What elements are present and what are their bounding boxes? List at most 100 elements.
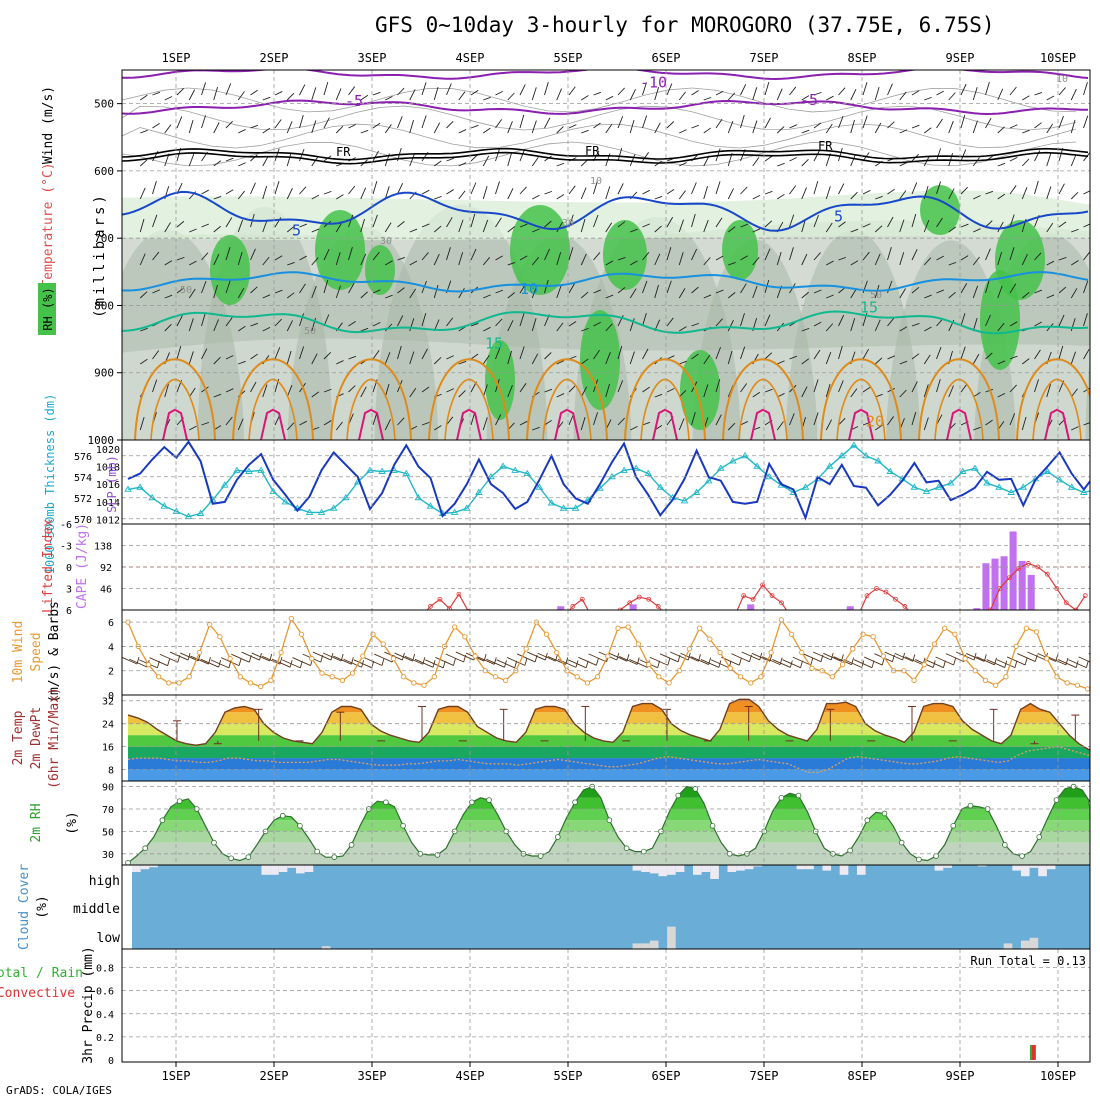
label-freezing: FR [585,144,600,158]
temp-axis-title-b: 2m DewPt [29,707,44,770]
cape-tick-label: 92 [100,563,112,574]
wind10-barb [282,660,300,668]
wind10-point [299,632,303,636]
cloud-clip [122,865,1090,949]
cloud-high-bar [667,865,676,875]
rh-point [624,846,629,851]
label-10: 10 [520,280,538,298]
rh-point [934,854,939,859]
temp-tick-label: 32 [102,697,114,708]
cloud-high-bar [840,865,849,875]
temp-axis-title-c: (6hr Min/Max) [47,687,62,789]
thickness-tick-label: 576 [74,452,92,463]
x-tick-label-bottom: 6SEP [652,1069,681,1083]
wind10-point [197,650,201,654]
wind10-point [789,632,793,636]
wind10-point [218,635,222,639]
cape-bar [1010,531,1017,610]
cloud-high-bar [822,865,831,871]
li-axis-title: Lifted Index [41,519,56,613]
wind10-barb-tick [168,659,170,666]
rh-tick-label: 50 [102,827,114,838]
rh-green-blob [980,270,1020,370]
x-tick-label-top: 4SEP [456,51,485,65]
temp-band [122,701,1090,712]
wind-axis-title: Wind (m/s) [41,86,56,164]
cloud-high-bar [857,865,866,875]
wind10-point [381,642,385,646]
wind10-point [840,662,844,666]
wind10-point [657,675,661,679]
wind10-barb [783,660,801,668]
wind10-barb [425,660,443,668]
wind10-point [912,678,916,682]
wind-barb [1096,226,1100,232]
cape-tick-label: 138 [94,542,112,553]
wind10-barb [1068,660,1086,668]
rh-point [435,853,440,858]
rh-point [555,835,560,840]
label-5: 5 [292,221,301,239]
cloud-high-bar [270,865,279,875]
wind10-point [942,626,946,630]
wind-barb [1096,254,1100,265]
rh-point [1002,842,1007,847]
rh-point [383,800,388,805]
wind10-barb-tick [596,658,598,665]
wind10-point [289,616,293,620]
wind10-point [922,662,926,666]
wind10-barb [497,660,515,668]
pressure-tick-label: 500 [94,98,114,111]
rh2m-axis-unit: (%) [65,811,80,834]
cloud-high-bar [1047,865,1056,869]
label-15: 15 [485,334,503,352]
rh-point [1020,854,1025,859]
rh2m-axis-title: 2m RH [29,803,44,842]
cape-clip [122,531,1090,617]
rh-tick-label: 90 [102,783,114,794]
wind10-point [279,650,283,654]
rh-point [538,854,543,859]
wind10-point [350,671,354,675]
cloud-high-bar [676,865,685,872]
chart-title: GFS 0~10day 3-hourly for MOROGORO (37.75… [375,13,995,37]
cloud-low-bar [641,943,650,949]
wind10-barb-tick [954,658,956,665]
x-tick-label-top: 6SEP [652,51,681,65]
rh-point [143,846,148,851]
label-freezing: FR [818,139,833,153]
wind10-point [779,618,783,622]
panel-frame [122,949,1090,1062]
cloud-high-bar [797,865,806,869]
x-tick-label-top: 8SEP [848,51,877,65]
wind10-point [248,681,252,685]
rh-point [573,800,578,805]
wind10-point [585,681,589,685]
wind10-point [738,675,742,679]
wind10-point [1065,681,1069,685]
label-rh50: 50 [870,290,882,301]
wind10-point [330,675,334,679]
label-freezing: FR [336,145,351,159]
x-tick-label-top: 3SEP [358,51,387,65]
label-rh50: 50 [304,326,316,337]
li-line [127,563,1086,617]
cloud-high-bar [745,865,754,869]
wind10-point [626,625,630,629]
cloud-low-bar [633,943,642,949]
wind10-tick-label: 6 [108,618,114,629]
credit-text: GrADS: COLA/IGES [6,1084,112,1097]
rh-point [212,840,217,845]
wind10-point [340,678,344,682]
cape-bar [557,606,564,610]
temp-axis-title-a: 2m Temp [11,710,26,765]
wind10-point [932,642,936,646]
wind10-barb-tick [453,658,455,665]
temp-tick-label: 24 [102,720,114,731]
wind10-point [167,681,171,685]
label-minus5: -5 [800,91,818,109]
wind10-barb-tick [739,658,741,665]
wind10-point [1055,675,1059,679]
